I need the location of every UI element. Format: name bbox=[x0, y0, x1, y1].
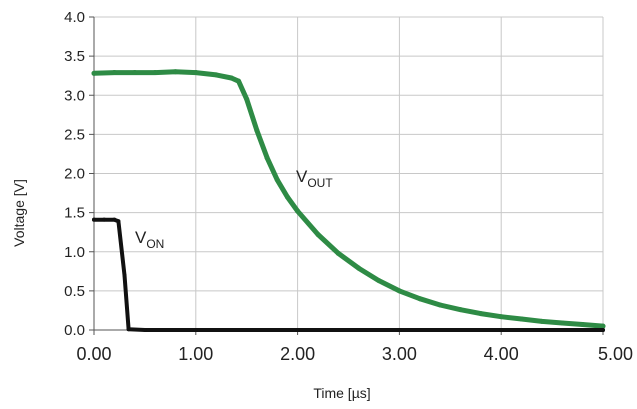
grid bbox=[94, 16, 604, 330]
x-axis-label: Time [µs] bbox=[313, 385, 370, 401]
series-label-vout-main: V bbox=[296, 167, 308, 186]
y-axis-label: Voltage [V] bbox=[11, 179, 27, 247]
data-point-vout bbox=[172, 69, 178, 75]
series-label-von: VON bbox=[135, 228, 164, 251]
data-point-vout bbox=[236, 78, 242, 84]
data-point-vout bbox=[437, 302, 443, 308]
axes bbox=[89, 16, 604, 335]
tick-labels: 0.0 0.5 1.0 1.5 2.0 2.5 3.0 3.5 4.0 0.00 1.00 2.00 3… bbox=[64, 9, 633, 364]
data-point-vout bbox=[335, 250, 341, 256]
data-point-von bbox=[397, 328, 402, 332]
data-point-vout bbox=[376, 278, 382, 284]
data-point-von bbox=[126, 327, 131, 332]
data-point-vout bbox=[111, 70, 117, 76]
data-point-von bbox=[116, 219, 121, 224]
data-point-von bbox=[102, 217, 107, 222]
series bbox=[91, 69, 606, 332]
series-line-von bbox=[92, 217, 605, 332]
series-label-vout-sub: OUT bbox=[307, 176, 333, 190]
data-point-vout bbox=[264, 155, 270, 161]
data-point-vout bbox=[396, 288, 402, 294]
data-point-vout bbox=[295, 208, 301, 214]
y-tick-label: 0.0 bbox=[64, 322, 85, 339]
y-tick-label: 3.5 bbox=[64, 48, 85, 65]
data-point-vout bbox=[498, 314, 504, 320]
y-tick-label: 4.0 bbox=[64, 9, 85, 26]
y-tick-label: 1.5 bbox=[64, 205, 85, 222]
data-point-vout bbox=[539, 318, 545, 324]
data-point-vout bbox=[152, 70, 158, 76]
data-point-von bbox=[92, 217, 96, 222]
data-point-vout bbox=[284, 194, 290, 200]
data-point-vout bbox=[559, 320, 565, 326]
y-tick-label: 3.0 bbox=[64, 87, 85, 104]
y-tick-label: 2.0 bbox=[64, 166, 85, 183]
data-point-vout bbox=[417, 296, 423, 302]
y-tick-label: 1.0 bbox=[64, 244, 85, 261]
data-point-vout bbox=[213, 72, 219, 78]
data-point-vout bbox=[356, 265, 362, 271]
series-label-von-main: V bbox=[135, 228, 147, 247]
data-point-von bbox=[122, 273, 127, 278]
data-point-vout bbox=[478, 311, 484, 317]
x-tick-label: 3.00 bbox=[382, 344, 417, 364]
data-point-vout bbox=[600, 323, 606, 329]
data-point-von bbox=[295, 328, 300, 332]
x-tick-label: 5.00 bbox=[598, 344, 633, 364]
y-tick-label: 0.5 bbox=[64, 283, 85, 300]
data-point-vout bbox=[580, 322, 586, 328]
series-label-von-sub: ON bbox=[146, 237, 164, 251]
data-point-von bbox=[193, 328, 198, 332]
data-point-vout bbox=[457, 307, 463, 313]
x-tick-label: 1.00 bbox=[178, 344, 213, 364]
data-point-vout bbox=[244, 96, 250, 102]
series-label-vout: VOUT bbox=[296, 167, 333, 190]
series-line-vout bbox=[91, 69, 606, 329]
data-point-vout bbox=[519, 316, 525, 322]
data-point-vout bbox=[91, 70, 97, 76]
data-point-vout bbox=[315, 232, 321, 238]
data-point-vout bbox=[274, 177, 280, 183]
data-point-vout bbox=[132, 70, 138, 76]
data-point-vout bbox=[228, 75, 234, 81]
x-tick-label: 0.00 bbox=[76, 344, 111, 364]
data-point-von bbox=[601, 328, 605, 332]
x-tick-label: 2.00 bbox=[280, 344, 315, 364]
data-point-von bbox=[142, 328, 147, 332]
data-point-von bbox=[112, 217, 117, 222]
x-tick-label: 4.00 bbox=[484, 344, 519, 364]
data-point-vout bbox=[254, 127, 260, 133]
y-tick-label: 2.5 bbox=[64, 126, 85, 143]
data-point-von bbox=[499, 328, 504, 332]
data-point-vout bbox=[193, 70, 199, 76]
